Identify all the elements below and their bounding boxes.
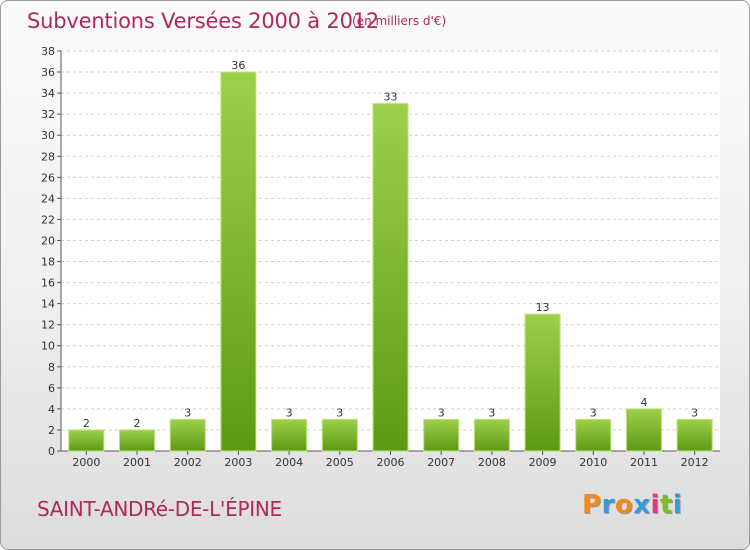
bar-value-label: 33: [384, 91, 398, 104]
bar: [119, 429, 156, 452]
x-tick-label: 2002: [174, 456, 202, 469]
y-tick-label: 2: [48, 424, 55, 437]
chart-title: Subventions Versées 2000 à 2012: [27, 9, 380, 33]
x-tick-label: 2010: [579, 456, 607, 469]
bar-value-label: 2: [83, 417, 90, 430]
chart-subtitle: (en milliers d'€): [352, 14, 447, 28]
logo-letter: t: [659, 490, 673, 520]
bar-value-label: 13: [536, 301, 550, 314]
bar: [676, 418, 713, 452]
bar-value-label: 3: [336, 406, 343, 419]
y-tick-label: 0: [48, 445, 55, 458]
bar: [271, 418, 308, 452]
bar-value-label: 3: [184, 406, 191, 419]
x-tick-label: 2009: [529, 456, 557, 469]
y-tick-label: 22: [41, 213, 55, 226]
y-tick-label: 30: [41, 129, 55, 142]
y-tick-label: 8: [48, 361, 55, 374]
bar: [625, 408, 662, 452]
y-tick-label: 36: [41, 66, 55, 79]
bar-value-label: 4: [640, 396, 647, 409]
bar-value-label: 36: [231, 59, 245, 72]
y-tick-label: 12: [41, 319, 55, 332]
proxiti-logo: Proxiti: [582, 490, 682, 520]
x-tick-label: 2011: [630, 456, 658, 469]
bar-value-label: 2: [134, 417, 141, 430]
bar: [321, 418, 358, 452]
x-tick-label: 2007: [427, 456, 455, 469]
bar-value-label: 3: [438, 406, 445, 419]
commune-name: SAINT-ANDRé-DE-L'ÉPINE: [37, 497, 282, 521]
y-tick-label: 28: [41, 150, 55, 163]
y-tick-label: 4: [48, 403, 55, 416]
bar: [473, 418, 510, 452]
logo-letter: r: [601, 490, 615, 520]
bar: [524, 313, 561, 452]
bar: [575, 418, 612, 452]
y-tick-label: 14: [41, 298, 55, 311]
logo-letter: i: [672, 490, 683, 520]
logo-letter: x: [633, 490, 651, 520]
y-tick-label: 34: [41, 87, 55, 100]
y-tick-label: 32: [41, 108, 55, 121]
bar: [220, 71, 257, 452]
bar: [423, 418, 460, 452]
y-tick-label: 18: [41, 256, 55, 269]
bar-value-label: 3: [590, 406, 597, 419]
bar: [372, 103, 409, 452]
bar: [68, 429, 105, 452]
x-tick-label: 2006: [377, 456, 405, 469]
bar-value-label: 3: [286, 406, 293, 419]
y-tick-label: 20: [41, 234, 55, 247]
y-tick-label: 16: [41, 277, 55, 290]
logo-letter: P: [582, 490, 602, 520]
logo-letter: i: [650, 490, 660, 520]
bar: [169, 418, 206, 452]
x-tick-label: 2003: [224, 456, 252, 469]
x-tick-label: 2008: [478, 456, 506, 469]
x-tick-label: 2004: [275, 456, 303, 469]
bar-value-label: 3: [691, 406, 698, 419]
y-tick-label: 26: [41, 171, 55, 184]
bar-value-label: 3: [488, 406, 495, 419]
x-tick-label: 2012: [681, 456, 709, 469]
y-tick-label: 38: [41, 45, 55, 58]
y-tick-label: 24: [41, 192, 55, 205]
y-tick-label: 10: [41, 340, 55, 353]
logo-letter: o: [614, 490, 634, 520]
x-tick-label: 2000: [72, 456, 100, 469]
y-tick-label: 6: [48, 382, 55, 395]
x-tick-label: 2005: [326, 456, 354, 469]
x-tick-label: 2001: [123, 456, 151, 469]
